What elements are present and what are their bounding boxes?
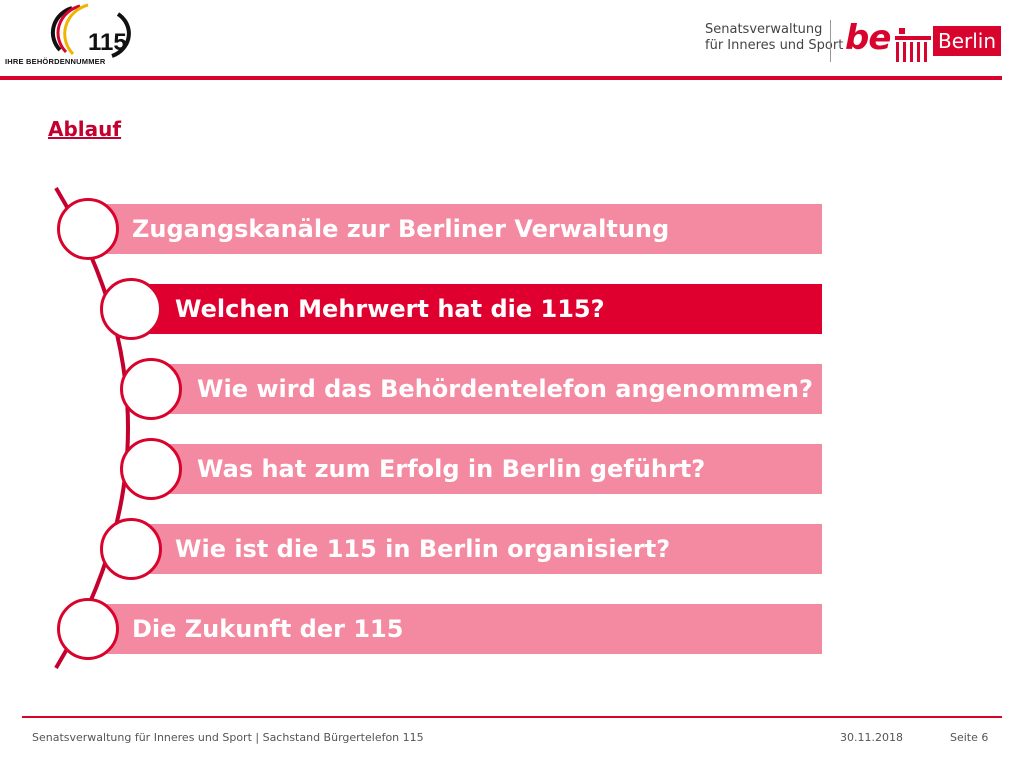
footer-rule (22, 716, 1002, 718)
agenda-item-5[interactable]: Wie ist die 115 in Berlin organisiert? (133, 524, 822, 574)
senat-line-2: für Inneres und Sport (705, 38, 844, 53)
agenda-bullet-6 (57, 598, 119, 660)
footer-page-number: Seite 6 (950, 731, 989, 744)
senatsverwaltung-wordmark: Senatsverwaltung für Inneres und Sport (705, 22, 843, 54)
be-berlin-logo: be Berlin (845, 18, 1005, 66)
agenda-bullet-1 (57, 198, 119, 260)
header-rule (0, 76, 1002, 80)
footer-source: Senatsverwaltung für Inneres und Sport |… (32, 731, 424, 744)
agenda-bullet-2 (100, 278, 162, 340)
agenda-item-1[interactable]: Zugangskanäle zur Berliner Verwaltung (90, 204, 822, 254)
agenda-item-label: Welchen Mehrwert hat die 115? (175, 295, 605, 323)
logo-115-number: 115 (88, 29, 127, 56)
berlin-label: Berlin (933, 26, 1001, 56)
footer-date: 30.11.2018 (840, 731, 903, 744)
logo-115: 115 IHRE BEHÖRDENNUMMER (0, 0, 145, 75)
agenda-item-2[interactable]: Welchen Mehrwert hat die 115? (133, 284, 822, 334)
agenda-item-6[interactable]: Die Zukunft der 115 (90, 604, 822, 654)
agenda-bullet-4 (120, 438, 182, 500)
brandenburg-gate-icon (895, 28, 931, 62)
agenda-item-label: Was hat zum Erfolg in Berlin geführt? (197, 455, 706, 483)
be-logo-text: be (845, 18, 891, 58)
agenda-item-label: Wie wird das Behördentelefon angenommen? (197, 375, 813, 403)
agenda-bullet-3 (120, 358, 182, 420)
agenda-bullet-5 (100, 518, 162, 580)
senat-line-1: Senatsverwaltung (705, 22, 823, 37)
logo-115-icon: 115 (50, 3, 131, 58)
agenda-item-label: Die Zukunft der 115 (132, 615, 404, 643)
header-divider (830, 20, 831, 62)
agenda-item-3[interactable]: Wie wird das Behördentelefon angenommen? (153, 364, 822, 414)
agenda-item-4[interactable]: Was hat zum Erfolg in Berlin geführt? (153, 444, 822, 494)
agenda-item-label: Zugangskanäle zur Berliner Verwaltung (132, 215, 670, 243)
slide-header: 115 IHRE BEHÖRDENNUMMER Senatsverwaltung… (0, 0, 1024, 80)
agenda-item-label: Wie ist die 115 in Berlin organisiert? (175, 535, 671, 563)
logo-115-caption: IHRE BEHÖRDENNUMMER (5, 57, 106, 66)
slide-title: Ablauf (48, 117, 122, 141)
